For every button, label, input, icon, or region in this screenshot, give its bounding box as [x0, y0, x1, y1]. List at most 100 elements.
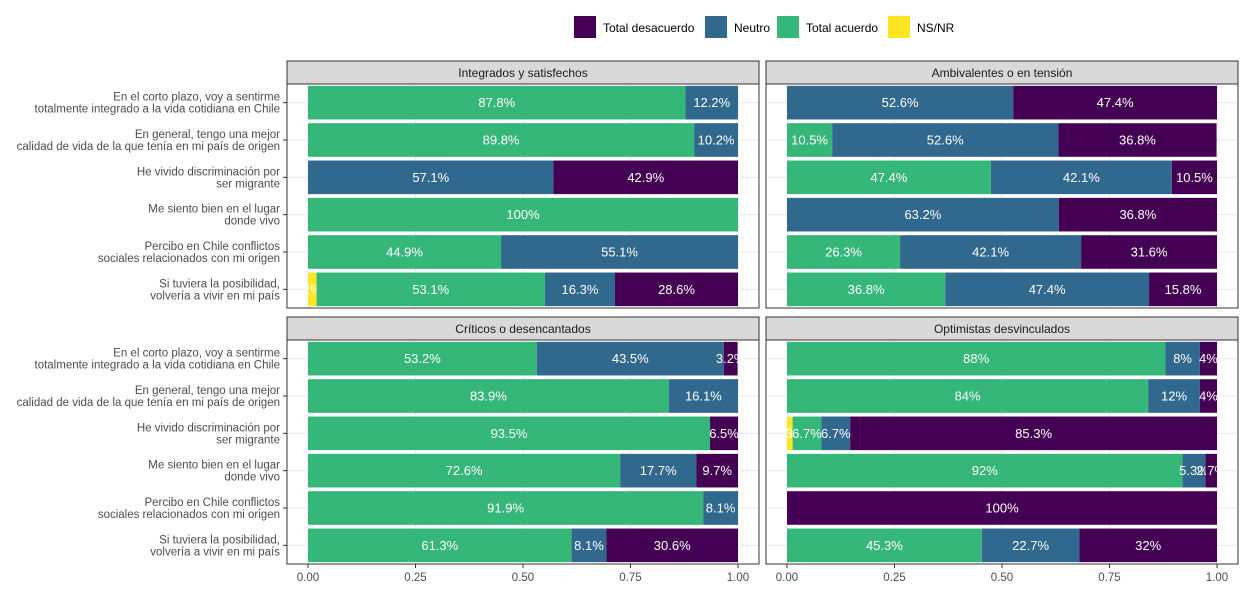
data-label: 10.5% [791, 133, 828, 148]
data-label: 52.6% [927, 133, 964, 148]
data-label: 47.4% [1097, 95, 1134, 110]
data-label: 10.5% [1176, 170, 1213, 185]
bar-segment [710, 416, 738, 451]
data-label: 36.8% [848, 282, 885, 297]
data-label: 72.6% [446, 463, 483, 478]
data-label: 36.8% [1119, 133, 1156, 148]
bar-segment [1058, 197, 1217, 232]
legend-swatch [705, 16, 727, 38]
data-label: 45.3% [866, 538, 903, 553]
bar-segment [787, 341, 1166, 376]
x-tick-label: 0.50 [991, 572, 1013, 584]
bar-segment [787, 123, 833, 157]
bar-segment [696, 453, 738, 488]
data-label: 93.5% [491, 426, 528, 441]
data-label: 4% [1199, 389, 1218, 404]
bar-segment [1013, 85, 1217, 120]
y-tick-label: donde vivo [224, 472, 280, 484]
bar-segment [308, 160, 554, 195]
data-label: 16.3% [562, 282, 599, 297]
y-tick-label: He vivido discriminación por [137, 422, 280, 434]
y-tick-label: volvería a vivir en mi país [150, 290, 280, 302]
bar-segment [308, 528, 572, 563]
data-label: 88% [963, 351, 989, 366]
bar-segment [787, 453, 1183, 488]
data-label: 31.6% [1131, 245, 1168, 260]
bar-segment [308, 416, 711, 451]
bar-segment [544, 272, 616, 307]
x-tick-label: 0.00 [776, 572, 798, 584]
data-label: 42.1% [972, 245, 1009, 260]
bar-segment [308, 379, 669, 413]
bar-segment [308, 491, 704, 525]
legend-label: Total acuerdo [806, 21, 878, 35]
panel-border [765, 83, 1239, 309]
bar-segment [787, 491, 1217, 525]
data-label: 8% [1173, 351, 1192, 366]
bar-segment [703, 491, 738, 525]
y-tick-label: He vivido discriminación por [137, 166, 280, 178]
bar-segment [606, 528, 738, 563]
bar-segment [1058, 123, 1217, 157]
y-tick-label: donde vivo [224, 216, 280, 228]
y-tick-label: Si tuviera la posibilidad, [159, 534, 280, 546]
legend-swatch [777, 16, 799, 38]
bar-segment [553, 160, 738, 195]
bar-segment [308, 123, 695, 157]
data-label: 9.7% [702, 463, 732, 478]
bar-segment [668, 379, 738, 413]
bar-segment [316, 272, 545, 307]
y-tick-label: volvería a vivir en mi país [150, 546, 280, 558]
bar-segment [694, 123, 738, 157]
legend-swatch [574, 16, 596, 38]
data-label: 47.4% [1029, 282, 1066, 297]
y-tick-label: Percibo en Chile conflictos [144, 241, 280, 253]
y-tick-label: En el corto plazo, voy a sentirme [113, 348, 280, 360]
data-label: 2.7% [1196, 463, 1226, 478]
data-label: 57.1% [412, 170, 449, 185]
y-tick-label: En el corto plazo, voy a sentirme [113, 92, 280, 104]
bar-segment [620, 453, 697, 488]
bar-segment [308, 85, 686, 120]
data-label: 92% [972, 463, 998, 478]
data-label: 17.7% [640, 463, 677, 478]
bar-segment [615, 272, 738, 307]
bar-segment [1199, 379, 1217, 413]
data-label: 12.2% [693, 95, 730, 110]
data-label: 32% [1135, 538, 1161, 553]
y-tick-label: sociales relacionados con mi origen [98, 253, 280, 265]
bar-segment [787, 160, 991, 195]
facet-title: Optimistas desvinculados [934, 322, 1070, 336]
bar-segment [990, 160, 1172, 195]
bar-segment [1199, 341, 1217, 376]
data-label: 42.9% [627, 170, 664, 185]
bar-segment [787, 85, 1014, 120]
data-label: 61.3% [421, 538, 458, 553]
data-label: 10.2% [698, 133, 735, 148]
x-tick-label: 0.25 [883, 572, 905, 584]
data-label: 100% [506, 207, 540, 222]
data-label: 26.3% [825, 245, 862, 260]
data-label: 91.9% [487, 501, 524, 516]
data-label: 47.4% [870, 170, 907, 185]
legend-label: NS/NR [917, 21, 955, 35]
legend-swatch [888, 16, 910, 38]
bar-segment [308, 235, 502, 269]
bar-segment [1081, 235, 1217, 269]
bar-segment [792, 416, 822, 451]
data-label: 53.1% [412, 282, 449, 297]
legend-label: Neutro [734, 21, 770, 35]
bar-segment [787, 272, 946, 307]
y-tick-label: ser migrante [216, 434, 280, 446]
bar-segment [787, 235, 901, 269]
bar-segment [1165, 341, 1200, 376]
y-tick-label: calidad de vida de la que tenía en mi pa… [17, 397, 280, 409]
bar-segment [536, 341, 724, 376]
bar-segment [308, 453, 621, 488]
bar-segment [1149, 272, 1217, 307]
y-tick-label: calidad de vida de la que tenía en mi pa… [17, 141, 280, 153]
data-label: 100% [985, 501, 1019, 516]
data-label: 6.5% [709, 426, 739, 441]
data-label: 44.9% [386, 245, 423, 260]
data-label: 6.7% [821, 426, 851, 441]
